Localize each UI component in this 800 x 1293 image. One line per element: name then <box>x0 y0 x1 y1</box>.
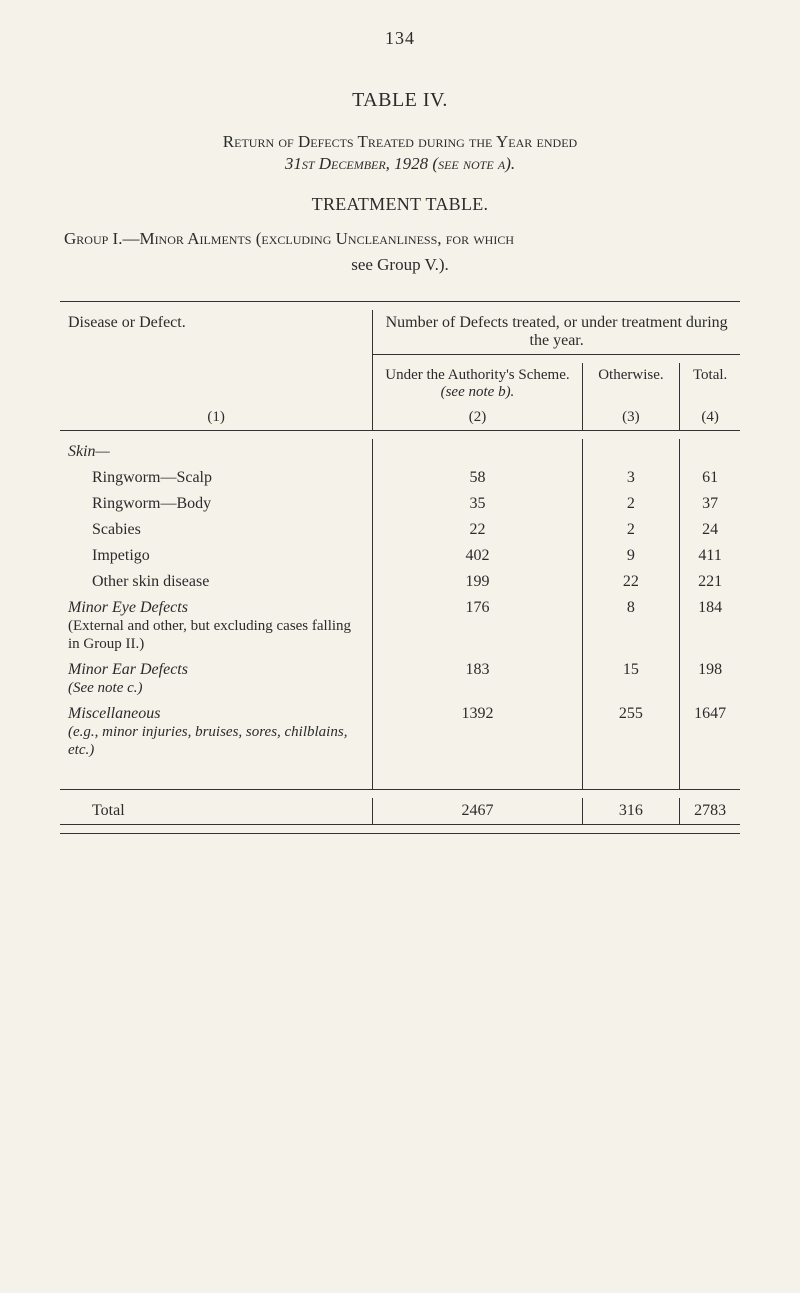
table-row: Ringworm—Scalp 58 3 61 <box>60 465 740 491</box>
table-row: Impetigo 402 9 411 <box>60 543 740 569</box>
header-disease: Disease or Defect. <box>60 310 373 363</box>
header-super: Number of Defects treated, or under trea… <box>373 310 740 355</box>
table-row: Minor Ear Defects (See note c.) 183 15 1… <box>60 657 740 701</box>
defects-table: Disease or Defect. Number of Defects tre… <box>60 301 740 834</box>
header-total: Total. <box>680 363 740 405</box>
table-row: Scabies 22 2 24 <box>60 517 740 543</box>
col-4: (4) <box>680 405 740 431</box>
header-under: Under the Authority's Scheme. (see note … <box>373 363 582 405</box>
group-line: Group I.—Minor Ailments (excluding Uncle… <box>60 229 740 249</box>
col-3: (3) <box>582 405 680 431</box>
table-row: Other skin disease 199 22 221 <box>60 569 740 595</box>
table-label: TABLE IV. <box>60 89 740 112</box>
treatment-title: TREATMENT TABLE. <box>60 194 740 215</box>
misc-title: Miscellaneous <box>68 705 160 722</box>
date-line: 31st December, 1928 (see note a). <box>60 154 740 174</box>
table-row: Minor Eye Defects (External and other, b… <box>60 595 740 657</box>
see-group: see Group V.). <box>60 255 740 275</box>
table-row: Miscellaneous (e.g., minor injuries, bru… <box>60 701 740 763</box>
col-1: (1) <box>60 405 373 431</box>
col-2: (2) <box>373 405 582 431</box>
header-otherwise: Otherwise. <box>582 363 680 405</box>
misc-note: (e.g., minor injuries, bruises, sores, c… <box>68 724 347 758</box>
skin-title: Skin— <box>60 439 373 465</box>
eye-note: (External and other, but exclud­ing case… <box>68 618 351 652</box>
total-label: Total <box>68 802 125 819</box>
ear-note: (See note c.) <box>68 680 143 696</box>
total-row: Total 2467 316 2783 <box>60 798 740 825</box>
return-title: Return of Defects Treated during the Yea… <box>60 132 740 152</box>
table-row: Ringworm—Body 35 2 37 <box>60 491 740 517</box>
page-number: 134 <box>60 28 740 49</box>
ear-title: Minor Ear Defects <box>68 661 188 678</box>
eye-title: Minor Eye Defects <box>68 599 188 616</box>
